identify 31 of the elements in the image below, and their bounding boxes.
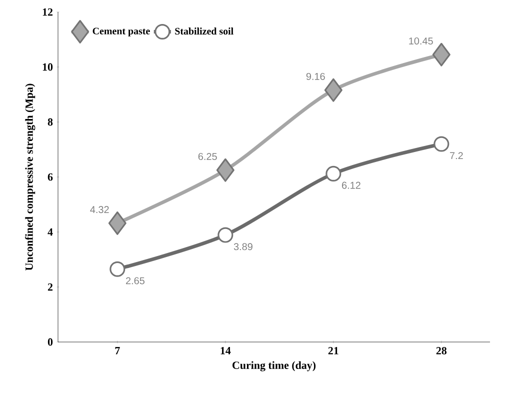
x-tick-label: 28: [436, 347, 447, 354]
legend-label: Cement paste: [92, 28, 150, 36]
data-label: 10.45: [409, 37, 433, 45]
point: [108, 211, 126, 235]
x-tick-label: 7: [115, 347, 120, 354]
data-label: 4.32: [90, 206, 109, 214]
y-tick-label: 4: [48, 228, 53, 236]
y-tick-label: 0: [48, 338, 53, 346]
data-label: 9.16: [306, 72, 325, 80]
x-axis-title: Curing time (day): [232, 361, 316, 372]
point: [324, 78, 342, 102]
x-tick-label: 21: [328, 347, 338, 354]
legend-label: Stabilized soil: [175, 28, 234, 35]
data-label: 6.12: [342, 182, 360, 189]
y-tick-label: 12: [42, 8, 53, 16]
point: [216, 158, 234, 182]
y-tick-label: 2: [48, 283, 53, 291]
data-label: 7.2: [450, 152, 463, 160]
data-label: 6.25: [198, 152, 217, 160]
y-tick-label: 8: [48, 118, 53, 126]
y-tick-label: 10: [42, 63, 53, 71]
data-label: 2.65: [126, 277, 144, 284]
y-tick-label: 6: [48, 173, 53, 181]
data-label: 3.89: [234, 243, 252, 250]
y-axis-title: Unconfined compressive strength (Mpa): [25, 84, 36, 270]
x-tick-label: 14: [220, 347, 231, 354]
point: [432, 42, 450, 66]
point: [218, 227, 234, 243]
point: [110, 261, 126, 277]
point: [326, 166, 342, 182]
point: [434, 136, 450, 152]
